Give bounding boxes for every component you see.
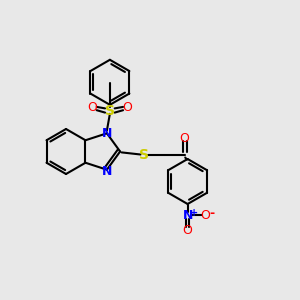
Text: O: O <box>88 101 98 114</box>
Text: S: S <box>139 148 149 161</box>
Text: S: S <box>105 104 115 118</box>
Text: O: O <box>183 224 193 237</box>
Text: N: N <box>102 127 112 140</box>
Text: -: - <box>210 206 215 220</box>
Text: O: O <box>201 209 211 222</box>
Text: O: O <box>122 101 132 114</box>
Text: N: N <box>182 209 193 222</box>
Text: N: N <box>102 165 112 178</box>
Text: +: + <box>190 208 198 218</box>
Text: O: O <box>180 131 190 145</box>
